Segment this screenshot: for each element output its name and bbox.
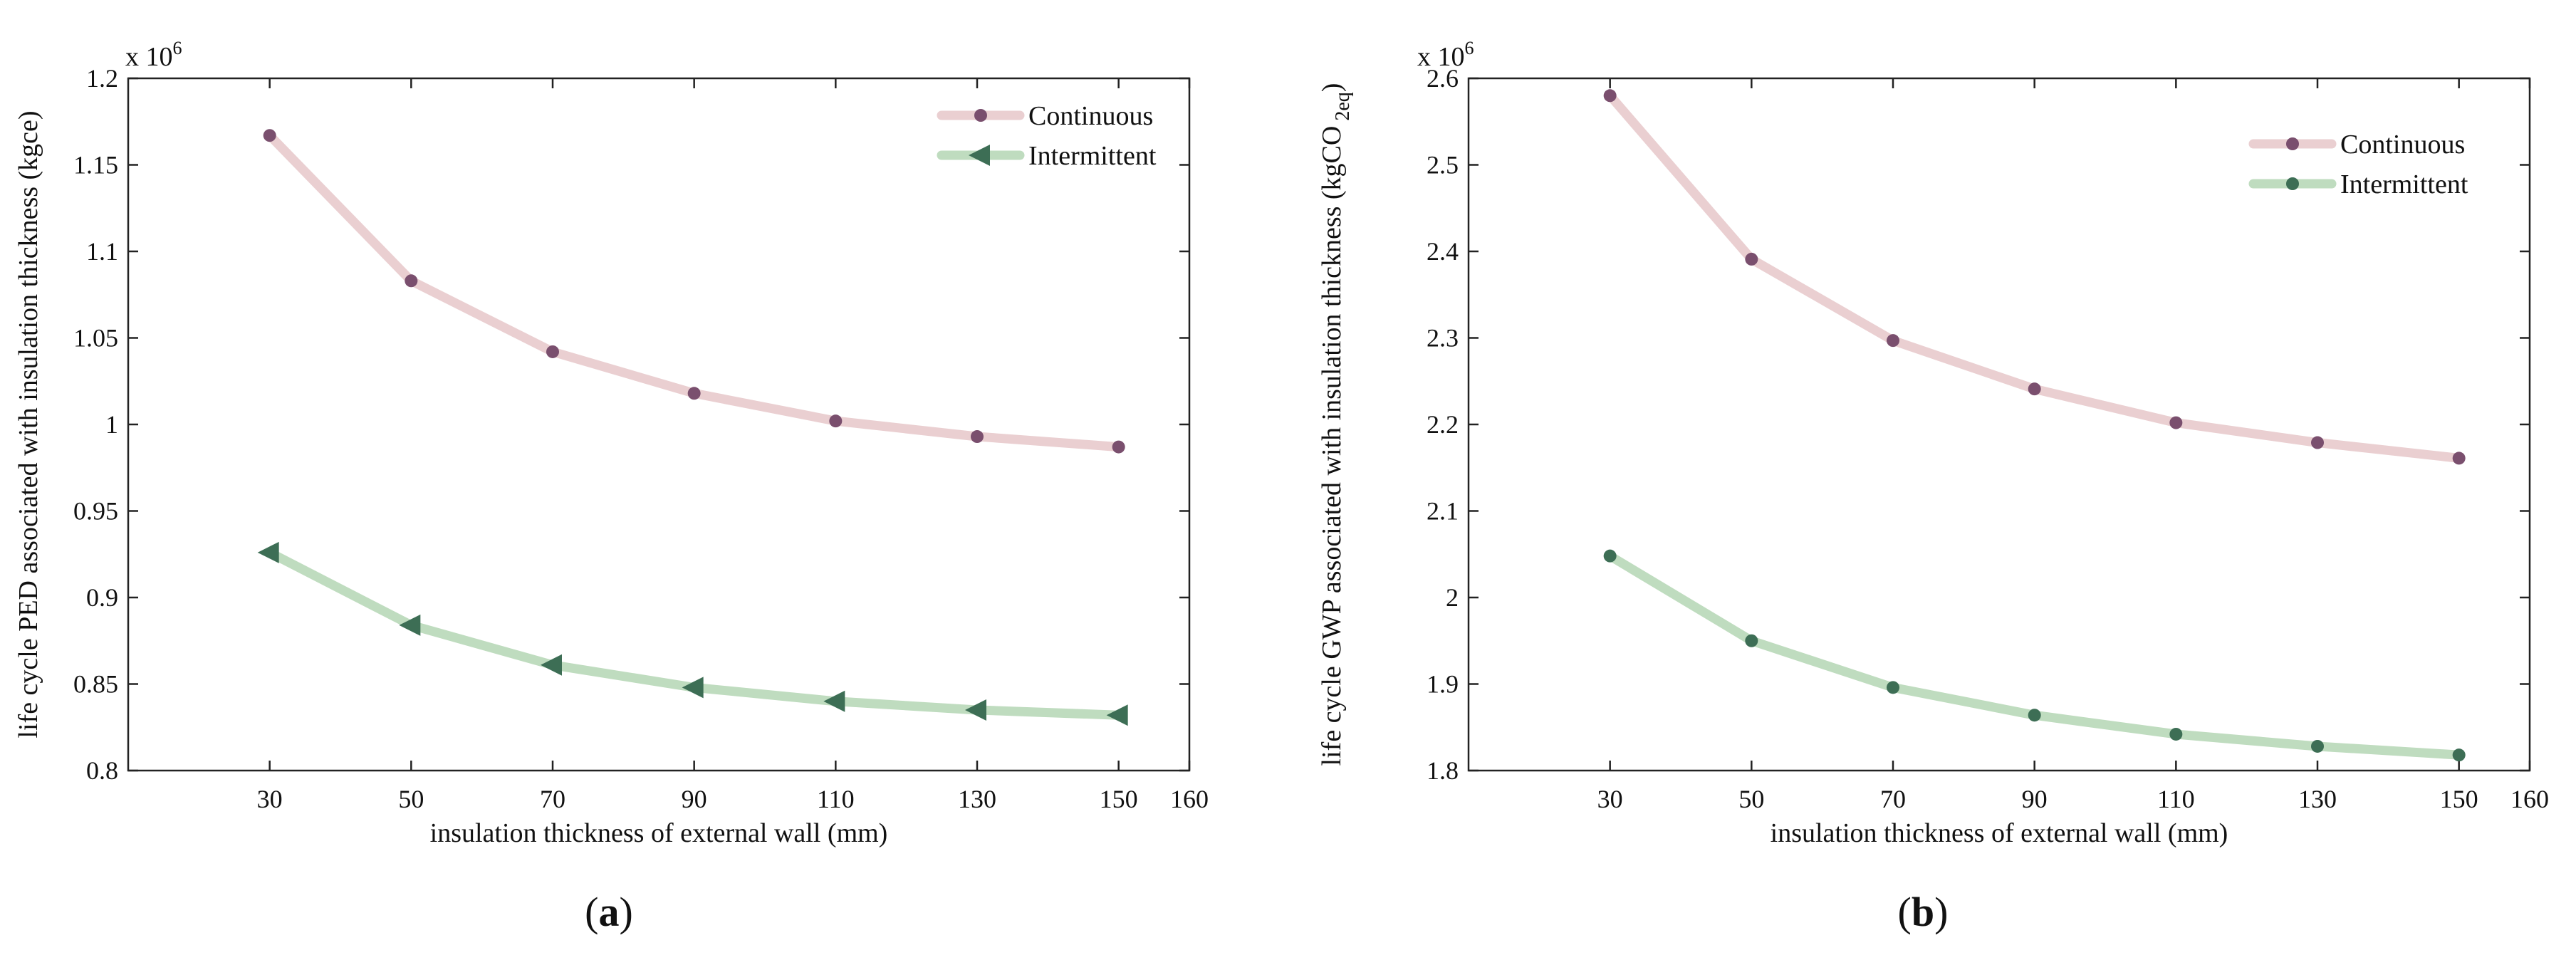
data-point-intermittent bbox=[682, 677, 704, 699]
y-tick-label: 2.6 bbox=[1427, 64, 1459, 93]
data-point-intermittent bbox=[399, 614, 421, 636]
x-tick-label: 160 bbox=[1170, 785, 1209, 813]
x-tick-label: 90 bbox=[2022, 785, 2048, 813]
y-tick-label: 1.2 bbox=[86, 64, 118, 93]
x-tick-label: 30 bbox=[257, 785, 283, 813]
x-tick-label: 90 bbox=[682, 785, 707, 813]
chart-panel-b: 30 50 70 90 110 130 150 160 1.8 1.9 2 2.1 2.2 2.3 2.4 2… bbox=[1317, 38, 2549, 935]
data-point-intermittent bbox=[1745, 634, 1758, 647]
y-tick-label: 1.9 bbox=[1427, 670, 1459, 699]
y-tick-label: 2.3 bbox=[1427, 324, 1459, 353]
data-point-continuous bbox=[2311, 436, 2324, 449]
panel-caption: (a) bbox=[585, 889, 633, 935]
y-tick-label: 2 bbox=[1446, 583, 1459, 612]
data-point-intermittent bbox=[1887, 681, 1899, 694]
panel-caption: (b) bbox=[1898, 889, 1949, 935]
x-tick-label: 50 bbox=[1738, 785, 1764, 813]
x-tick-label: 130 bbox=[2298, 785, 2337, 813]
x-tick-label: 160 bbox=[2510, 785, 2549, 813]
x-tick-label: 70 bbox=[540, 785, 565, 813]
y-tick-label: 1.1 bbox=[86, 237, 118, 266]
x-tick-label: 110 bbox=[817, 785, 855, 813]
x-tick-label: 150 bbox=[1100, 785, 1138, 813]
x-tick-label: 110 bbox=[2157, 785, 2195, 813]
data-point-continuous bbox=[2452, 452, 2466, 465]
legend-marker bbox=[2286, 177, 2299, 190]
data-point-intermittent bbox=[541, 654, 562, 676]
data-point-continuous bbox=[405, 274, 418, 288]
y-tick-label: 1.05 bbox=[73, 324, 118, 353]
data-point-continuous bbox=[1603, 89, 1617, 103]
x-tick-label: 50 bbox=[398, 785, 424, 813]
data-point-intermittent bbox=[1106, 704, 1128, 726]
data-point-continuous bbox=[546, 345, 559, 358]
data-point-continuous bbox=[2028, 382, 2041, 396]
y-exponent-label: x 106 bbox=[1417, 38, 1474, 72]
y-tick-label: 1.8 bbox=[1427, 756, 1459, 785]
y-axis-label: life cycle GWP associated with insulatio… bbox=[1317, 83, 1354, 766]
plot-frame bbox=[127, 77, 1191, 772]
y-exponent-label: x 106 bbox=[125, 38, 182, 72]
data-point-continuous bbox=[1745, 252, 1758, 266]
data-point-intermittent bbox=[823, 690, 845, 712]
y-tick-label: 0.8 bbox=[86, 756, 118, 785]
legend-marker bbox=[969, 145, 990, 166]
legend-marker bbox=[2286, 137, 2299, 150]
y-tick-label: 0.9 bbox=[86, 583, 118, 612]
data-point-intermittent bbox=[2028, 709, 2041, 722]
legend-marker bbox=[974, 109, 987, 122]
x-tick-label: 150 bbox=[2440, 785, 2478, 813]
y-tick-label: 2.2 bbox=[1427, 410, 1459, 439]
legend-label-intermittent: Intermittent bbox=[1028, 141, 1157, 171]
x-tick-label: 130 bbox=[958, 785, 996, 813]
y-tick-label: 1.15 bbox=[73, 151, 118, 179]
data-point-intermittent bbox=[2169, 727, 2183, 741]
y-tick-label: 0.85 bbox=[73, 670, 118, 699]
legend-label-intermittent: Intermittent bbox=[2340, 169, 2468, 199]
x-axis-label: insulation thickness of external wall (m… bbox=[1771, 818, 2228, 848]
data-point-intermittent bbox=[2311, 739, 2324, 753]
data-point-intermittent bbox=[1603, 549, 1617, 563]
x-tick-label: 30 bbox=[1597, 785, 1623, 813]
chart-panel-a: 30 50 70 90 110 130 150 160 0.8 0.85 0.9 0.95 1 1.05 1… bbox=[14, 38, 1209, 935]
data-point-continuous bbox=[2169, 416, 2183, 429]
y-tick-label: 2.4 bbox=[1427, 237, 1459, 266]
data-point-intermittent bbox=[965, 699, 986, 721]
data-point-continuous bbox=[1887, 334, 1899, 348]
y-tick-label: 2.5 bbox=[1427, 151, 1459, 179]
y-tick-label: 2.1 bbox=[1427, 497, 1459, 526]
series-line-continuous bbox=[1605, 90, 2464, 463]
data-point-continuous bbox=[971, 430, 984, 444]
data-point-continuous bbox=[687, 387, 701, 400]
data-point-intermittent bbox=[257, 541, 279, 563]
x-axis-label: insulation thickness of external wall (m… bbox=[430, 818, 888, 848]
y-axis-label: life cycle PED associated with insulatio… bbox=[14, 110, 43, 738]
y-tick-label: 1 bbox=[105, 410, 118, 439]
data-point-intermittent bbox=[2452, 748, 2466, 762]
data-point-continuous bbox=[263, 129, 276, 142]
data-point-continuous bbox=[829, 414, 843, 428]
series-line-continuous bbox=[265, 130, 1124, 452]
legend-label-continuous: Continuous bbox=[2340, 130, 2465, 160]
legend-label-continuous: Continuous bbox=[1028, 101, 1153, 131]
y-tick-label: 0.95 bbox=[73, 497, 118, 526]
data-point-continuous bbox=[1112, 440, 1125, 454]
x-tick-label: 70 bbox=[1880, 785, 1906, 813]
series-line-intermittent bbox=[1605, 551, 2464, 760]
